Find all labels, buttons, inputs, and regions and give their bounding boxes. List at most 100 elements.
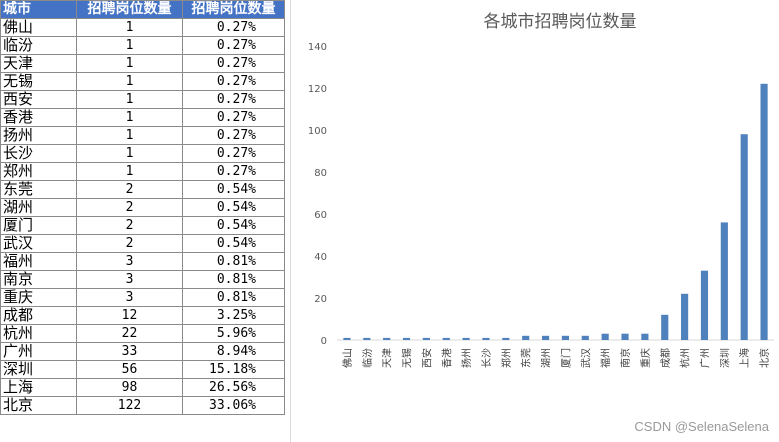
x-tick-label: 北京 <box>758 348 771 368</box>
cell-count: 1 <box>76 72 183 91</box>
bar <box>681 293 689 340</box>
x-tick-label: 郑州 <box>500 348 513 368</box>
cell-count: 2 <box>76 198 183 217</box>
table-row: 福州 3 0.81% <box>0 252 285 271</box>
table-row: 杭州 22 5.96% <box>0 324 285 343</box>
bar <box>720 222 728 340</box>
y-tick-label: 80 <box>314 168 327 179</box>
cell-city: 武汉 <box>0 234 77 253</box>
cell-count: 1 <box>76 36 183 55</box>
bar-chart: 各城市招聘岗位数量 0 20 40 60 80 100 120 140 佛山 临汾 天津 无锡 西安香… <box>308 12 774 368</box>
table-row: 佛山 1 0.27% <box>0 18 285 37</box>
table-row: 湖州 2 0.54% <box>0 198 285 217</box>
bar <box>621 333 629 340</box>
x-tick-label: 湖州 <box>541 348 553 368</box>
bar <box>700 270 709 340</box>
cell-city: 重庆 <box>0 288 77 307</box>
bar <box>482 337 490 340</box>
cell-city: 北京 <box>0 396 77 415</box>
x-tick-label: 南京 <box>619 348 632 368</box>
y-tick-label: 120 <box>308 84 327 95</box>
header-percent: 招聘岗位数量 <box>182 0 285 19</box>
bar <box>442 337 450 340</box>
cell-percent: 0.54% <box>182 216 285 235</box>
x-tick-label: 天津 <box>382 348 394 368</box>
bar <box>402 337 411 340</box>
table-row: 东莞 2 0.54% <box>0 180 285 199</box>
y-tick-label: 0 <box>321 336 327 347</box>
cell-city: 郑州 <box>0 162 77 181</box>
cell-percent: 33.06% <box>182 396 285 415</box>
cell-percent: 0.27% <box>182 90 285 109</box>
y-tick-label: 60 <box>314 210 327 221</box>
bar <box>383 337 391 340</box>
cell-count: 1 <box>76 18 183 37</box>
bar <box>760 83 768 341</box>
x-tick-label: 长沙 <box>481 348 493 368</box>
cell-percent: 15.18% <box>182 360 285 379</box>
cell-percent: 0.27% <box>182 126 285 145</box>
cell-city: 佛山 <box>0 18 77 37</box>
y-tick-label: 20 <box>314 294 327 305</box>
y-tick-label: 140 <box>308 42 327 53</box>
cell-count: 33 <box>76 342 183 361</box>
bar <box>641 333 649 340</box>
table-row: 深圳 56 15.18% <box>0 360 285 379</box>
cell-percent: 0.27% <box>182 72 285 91</box>
cell-percent: 0.27% <box>182 54 285 73</box>
table-row: 南京 3 0.81% <box>0 270 285 289</box>
table-row: 厦门 2 0.54% <box>0 216 285 235</box>
cell-city: 西安 <box>0 90 77 109</box>
bar <box>601 333 609 340</box>
bar <box>522 335 530 340</box>
cell-city: 深圳 <box>0 360 77 379</box>
bars <box>343 83 768 341</box>
table-row: 西安 1 0.27% <box>0 90 285 109</box>
chart-panel: 各城市招聘岗位数量 0 20 40 60 80 100 120 140 佛山 临汾 天津 无锡 西安香… <box>290 0 779 442</box>
cell-city: 无锡 <box>0 72 77 91</box>
cell-count: 2 <box>76 180 183 199</box>
table-row: 北京 122 33.06% <box>0 396 285 415</box>
x-tick-label: 香港 <box>441 348 453 368</box>
cell-percent: 26.56% <box>182 378 285 397</box>
cell-percent: 0.27% <box>182 36 285 55</box>
cell-percent: 0.81% <box>182 288 285 307</box>
cell-city: 杭州 <box>0 324 77 343</box>
x-tick-label: 上海 <box>738 348 751 368</box>
bar <box>581 335 589 340</box>
x-tick-label: 成都 <box>660 348 672 368</box>
cell-city: 厦门 <box>0 216 77 235</box>
x-tick-label: 重庆 <box>639 348 652 368</box>
table-header-row: 城市 招聘岗位数量 招聘岗位数量 <box>0 0 285 19</box>
bar <box>541 335 550 340</box>
cell-city: 南京 <box>0 270 77 289</box>
cell-city: 福州 <box>0 252 77 271</box>
cell-percent: 0.81% <box>182 252 285 271</box>
x-tick-label: 西安 <box>420 348 433 368</box>
watermark: CSDN @SelenaSelena <box>634 419 769 434</box>
bar <box>740 134 748 340</box>
bar <box>462 337 470 340</box>
table-row: 长沙 1 0.27% <box>0 144 285 163</box>
chart-title: 各城市招聘岗位数量 <box>484 12 637 32</box>
x-tick-label: 广州 <box>699 348 711 368</box>
x-tick-label: 深圳 <box>719 348 731 368</box>
cell-percent: 5.96% <box>182 324 285 343</box>
cell-count: 22 <box>76 324 183 343</box>
table-row: 香港 1 0.27% <box>0 108 285 127</box>
table-row: 成都 12 3.25% <box>0 306 285 325</box>
cell-percent: 8.94% <box>182 342 285 361</box>
cell-city: 临汾 <box>0 36 77 55</box>
cell-city: 香港 <box>0 108 77 127</box>
cell-count: 3 <box>76 252 183 271</box>
cell-count: 3 <box>76 270 183 289</box>
cell-city: 广州 <box>0 342 77 361</box>
cell-count: 2 <box>76 234 183 253</box>
cell-count: 2 <box>76 216 183 235</box>
cell-city: 东莞 <box>0 180 77 199</box>
table-row: 武汉 2 0.54% <box>0 234 285 253</box>
cell-count: 1 <box>76 90 183 109</box>
x-tick-label: 临汾 <box>361 348 374 368</box>
cell-percent: 0.27% <box>182 162 285 181</box>
y-axis: 0 20 40 60 80 100 120 140 <box>308 42 327 347</box>
